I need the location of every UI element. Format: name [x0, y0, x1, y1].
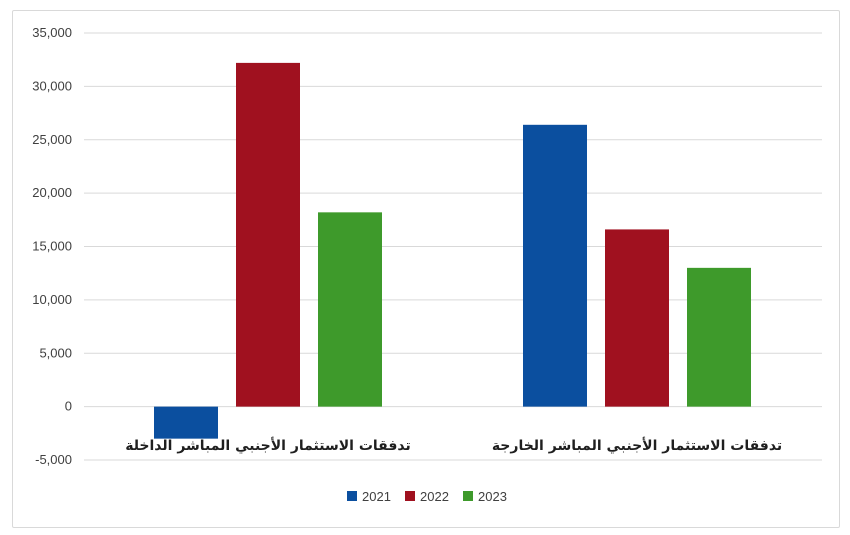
y-tick-label: 15,000 — [32, 239, 72, 254]
y-tick-label: 25,000 — [32, 132, 72, 147]
y-axis-tick-labels: -5,000 0 5,000 10,000 15,000 20,000 25,000 30,0… — [32, 25, 72, 467]
category-label: تدفقات الاستثمار الأجنبي المباشر الداخلة — [125, 437, 411, 454]
legend-swatch-2021 — [347, 491, 357, 501]
y-tick-label: 5,000 — [39, 345, 72, 360]
y-tick-label: 30,000 — [32, 78, 72, 93]
y-tick-label: 10,000 — [32, 292, 72, 307]
legend-swatch-2023 — [463, 491, 473, 501]
bar-2022-cat-0 — [236, 62, 300, 407]
legend: 2021 2022 2023 — [347, 489, 507, 504]
y-tick-label: 20,000 — [32, 185, 72, 200]
category-labels: تدفقات الاستثمار الأجنبي المباشر الداخلة… — [125, 437, 782, 454]
y-tick-label: 0 — [65, 399, 72, 414]
category-label: تدفقات الاستثمار الأجنبي المباشر الخارجة — [492, 437, 782, 454]
y-tick-label: 35,000 — [32, 25, 72, 40]
bar-2022-cat-1 — [605, 229, 669, 407]
bar-2021-cat-1 — [523, 124, 587, 407]
bar-2023-cat-1 — [687, 267, 751, 407]
legend-label: 2022 — [420, 489, 449, 504]
legend-swatch-2022 — [405, 491, 415, 501]
y-tick-label: -5,000 — [35, 452, 72, 467]
bars — [154, 62, 751, 439]
legend-label: 2023 — [478, 489, 507, 504]
bar-2023-cat-0 — [318, 212, 382, 407]
bar-2021-cat-0 — [154, 406, 218, 439]
legend-label: 2021 — [362, 489, 391, 504]
